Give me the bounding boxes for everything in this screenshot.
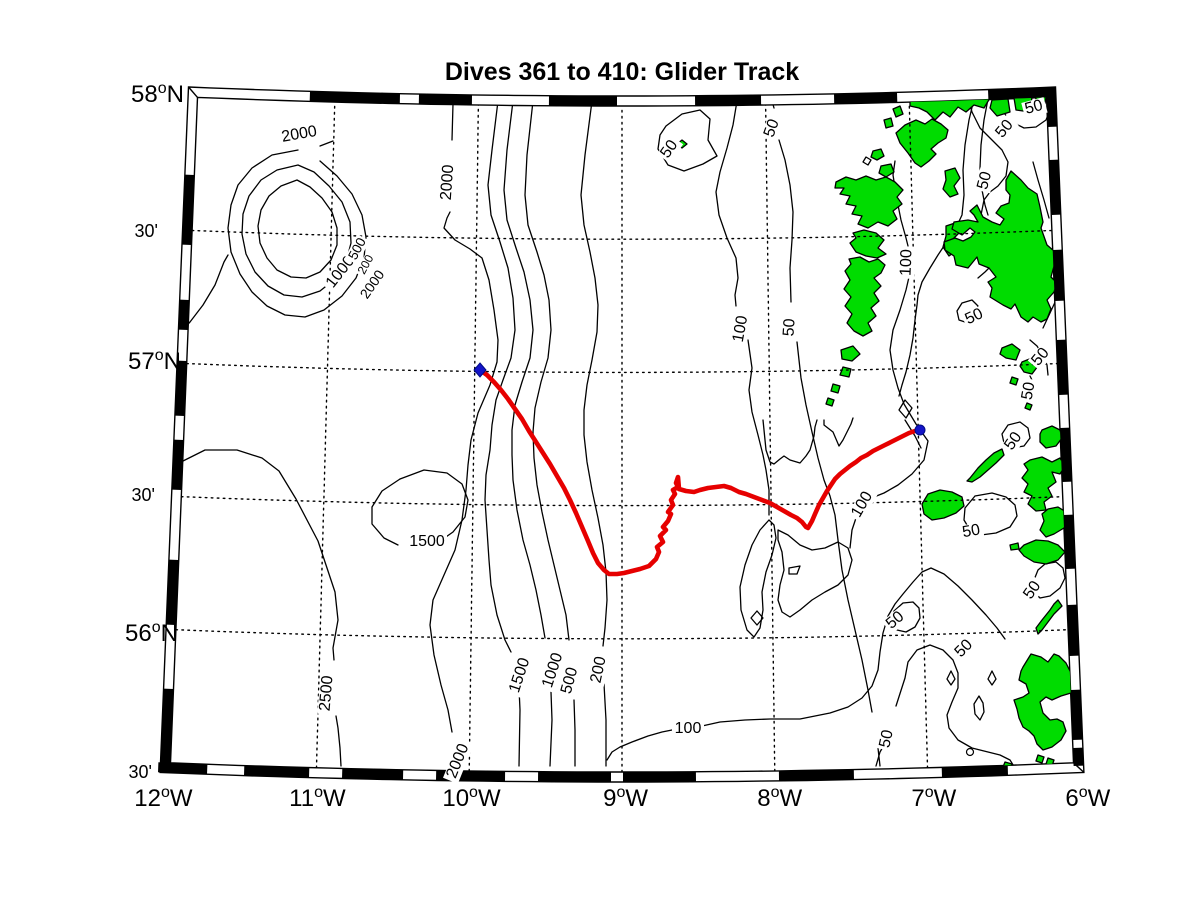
svg-text:56oN: 56oN [125,619,178,647]
svg-text:50: 50 [876,728,896,749]
svg-text:11oW: 11oW [289,784,346,812]
svg-text:50: 50 [974,170,995,192]
svg-text:9oW: 9oW [603,784,648,812]
svg-text:6oW: 6oW [1065,784,1110,812]
svg-text:50: 50 [1019,381,1039,402]
svg-text:Dives 361 to 410: Glider Track: Dives 361 to 410: Glider Track [445,58,799,86]
svg-text:200: 200 [588,655,610,685]
svg-text:7oW: 7oW [911,784,956,812]
svg-text:30': 30' [129,762,152,782]
svg-text:500: 500 [558,665,581,695]
svg-text:50: 50 [780,318,798,337]
svg-text:58oN: 58oN [131,80,184,108]
svg-text:50: 50 [961,521,982,541]
svg-text:8oW: 8oW [757,784,802,812]
svg-text:50: 50 [1023,97,1045,118]
svg-text:1500: 1500 [409,533,445,550]
svg-text:100: 100 [675,720,702,737]
svg-text:100: 100 [730,314,751,343]
svg-text:50: 50 [962,305,985,328]
svg-text:10oW: 10oW [442,784,501,812]
svg-text:50: 50 [761,117,783,140]
svg-text:30': 30' [132,485,155,505]
svg-text:2500: 2500 [316,675,336,712]
svg-text:2000: 2000 [438,164,457,201]
svg-text:2000: 2000 [280,123,318,146]
svg-text:30': 30' [135,221,158,241]
svg-text:57oN: 57oN [128,347,181,375]
svg-text:100: 100 [898,249,916,276]
